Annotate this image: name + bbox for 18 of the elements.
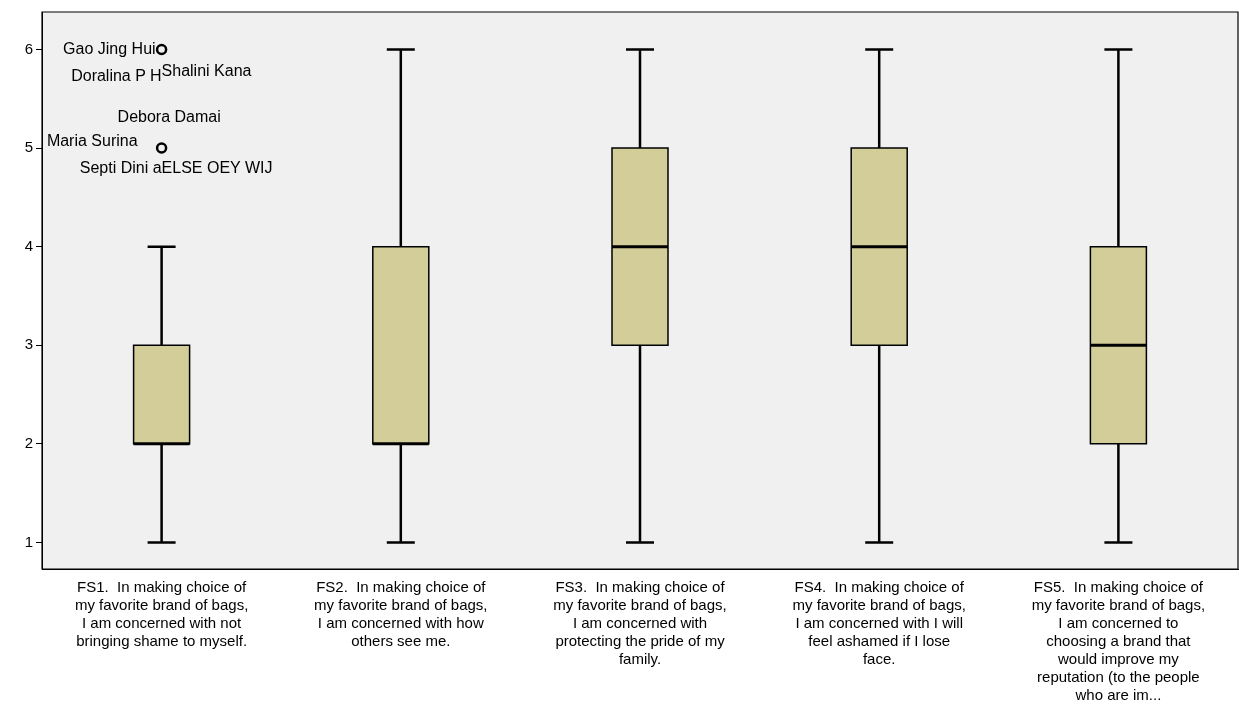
y-tick-label: 3 [24,335,33,353]
y-tick-label: 5 [24,138,33,156]
x-tick-label: FS2. In making choice of my favorite brand of bags, I am concerned with how others see me. [314,578,488,650]
annotation: Gao Jing Hui [63,39,156,57]
x-tick-label: FS4. In making choice of my favorite brand of bags, I am concerned with I will feel ashamed if I lose face. [792,578,966,668]
annotation: Septi Dini a [79,159,162,177]
annotation: Debora Damai [117,108,221,126]
annotation: Maria Surina [46,132,138,150]
x-tick-label: FS1. In making choice of my favorite brand of bags, I am concerned with not bringing shame to myself. [74,578,249,650]
annotation: Doralina P H [71,66,162,84]
annotation: Shalini Kana [161,61,252,79]
annotation: ELSE OEY WIJ [161,159,273,177]
x-tick-label: FS5. In making choice of my favorite brand of bags, I am concerned to choosing a brand that would improve my reputation (to the people who are im... [1031,578,1206,704]
y-tick-label: 2 [24,433,33,451]
x-tick-label: FS3. In making choice of my favorite brand of bags, I am concerned with protecting the pride of my family. [553,578,727,668]
y-tick-label: 1 [24,532,33,550]
y-tick-label: 4 [24,236,33,254]
y-tick-label: 6 [24,39,33,57]
